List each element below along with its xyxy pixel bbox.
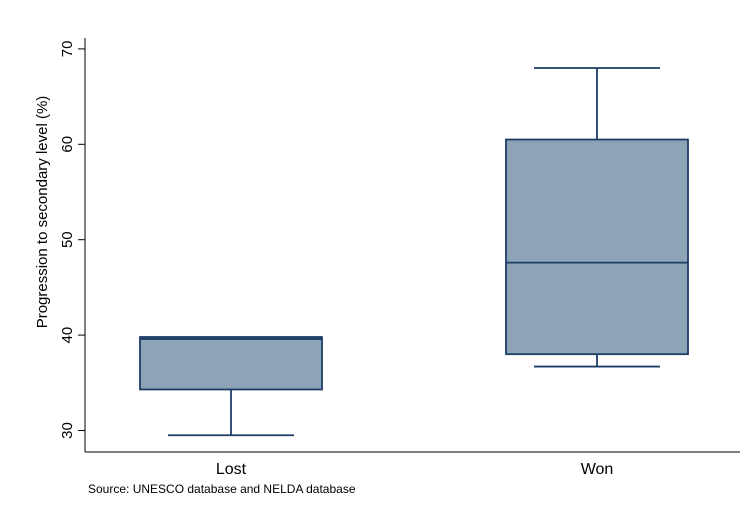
iqr-box-won bbox=[505, 138, 689, 356]
y-tick-label-60: 60 bbox=[59, 136, 76, 153]
box-lost bbox=[139, 336, 323, 437]
x-category-label-lost: Lost bbox=[216, 461, 247, 478]
source-note: Source: UNESCO database and NELDA databa… bbox=[88, 482, 356, 496]
y-tick-label-50: 50 bbox=[59, 231, 76, 248]
y-tick-label-40: 40 bbox=[59, 327, 76, 344]
x-category-labels: Lost Won bbox=[216, 461, 613, 478]
iqr-box-lost bbox=[139, 336, 323, 391]
y-tick-group: 30 40 50 60 70 bbox=[59, 41, 85, 439]
y-axis-title: Progression to secondary level (%) bbox=[34, 96, 51, 329]
y-tick-label-70: 70 bbox=[59, 41, 76, 58]
y-tick-label-30: 30 bbox=[59, 422, 76, 439]
box-group bbox=[139, 67, 689, 437]
box-won bbox=[505, 67, 689, 368]
x-category-label-won: Won bbox=[581, 461, 614, 478]
